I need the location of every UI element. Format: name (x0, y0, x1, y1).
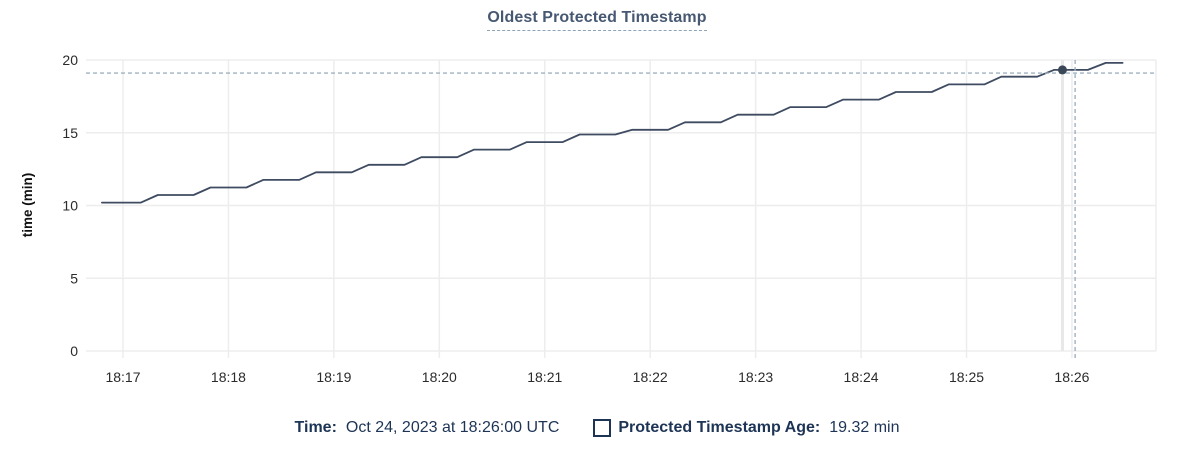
x-tick-label: 18:18 (211, 369, 246, 385)
time-value: Oct 24, 2023 at 18:26:00 UTC (345, 419, 560, 436)
y-tick-label: 5 (70, 270, 78, 286)
y-tick-label: 10 (62, 198, 78, 214)
chart-title[interactable]: Oldest Protected Timestamp (487, 9, 707, 31)
legend-item-protected-timestamp-age[interactable]: Protected Timestamp Age: 19.32 min (593, 419, 899, 437)
legend-series-label: Protected Timestamp Age: (618, 419, 821, 436)
hover-time-readout: Time: Oct 24, 2023 at 18:26:00 UTC (295, 419, 560, 437)
series-line-protected-timestamp-age (101, 62, 1124, 204)
chart-footer: Time: Oct 24, 2023 at 18:26:00 UTC Prote… (0, 419, 1194, 437)
hover-data-point-dot (1057, 65, 1067, 75)
y-axis-title: time (min) (20, 173, 35, 238)
legend-series-value: 19.32 min (829, 419, 900, 436)
timeseries-chart[interactable]: 0 5 10 15 20 18:17 18:18 18:19 18:20 18:21 18:22 18… (0, 0, 1194, 410)
x-tick-label: 18:19 (316, 369, 351, 385)
x-tick-label: 18:26 (1054, 369, 1089, 385)
x-tick-label: 18:25 (949, 369, 984, 385)
x-tick-label: 18:22 (633, 369, 668, 385)
legend-checkbox-icon[interactable] (593, 419, 612, 437)
time-label: Time: (294, 419, 337, 436)
x-tick-label: 18:17 (105, 369, 140, 385)
x-tick-label: 18:24 (844, 369, 879, 385)
y-tick-label: 0 (70, 343, 78, 359)
y-tick-label: 15 (62, 125, 78, 141)
y-tick-label: 20 (62, 52, 78, 68)
x-tick-label: 18:23 (738, 369, 773, 385)
chart-title-row: Oldest Protected Timestamp (0, 9, 1194, 31)
x-tick-label: 18:21 (527, 369, 562, 385)
x-tick-label: 18:20 (422, 369, 457, 385)
